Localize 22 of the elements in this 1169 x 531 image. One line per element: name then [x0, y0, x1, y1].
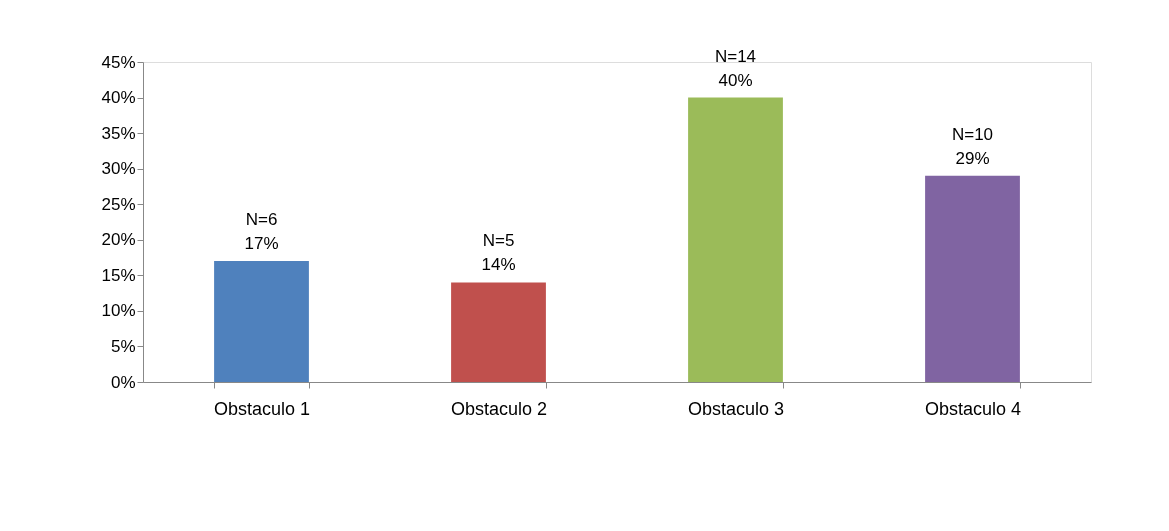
y-tick-label: 45% — [101, 52, 136, 72]
bar — [451, 282, 546, 382]
y-tick-label: 5% — [110, 336, 136, 356]
data-label: N=10 29% — [951, 124, 994, 168]
bar — [688, 97, 783, 382]
y-tick-label: 15% — [101, 265, 136, 285]
y-tick-label: 35% — [101, 123, 136, 143]
data-label: N=6 17% — [244, 210, 279, 254]
x-tick-label: Obstaculo 1 — [213, 398, 311, 419]
x-tick-label: Obstaculo 3 — [687, 398, 785, 419]
bar — [214, 261, 309, 382]
y-tick-label: 0% — [110, 372, 136, 392]
x-tick-label: Obstaculo 2 — [450, 398, 548, 419]
y-tick-label: 30% — [101, 159, 136, 179]
x-tick-label: Obstaculo 4 — [924, 398, 1022, 419]
y-tick-label: 10% — [101, 301, 136, 321]
y-tick-label: 25% — [101, 194, 136, 214]
data-label: N=5 14% — [481, 231, 516, 275]
data-label: N=14 40% — [714, 46, 757, 90]
bar — [925, 175, 1020, 382]
y-tick-label: 20% — [101, 230, 136, 250]
y-tick-label: 40% — [101, 88, 136, 108]
